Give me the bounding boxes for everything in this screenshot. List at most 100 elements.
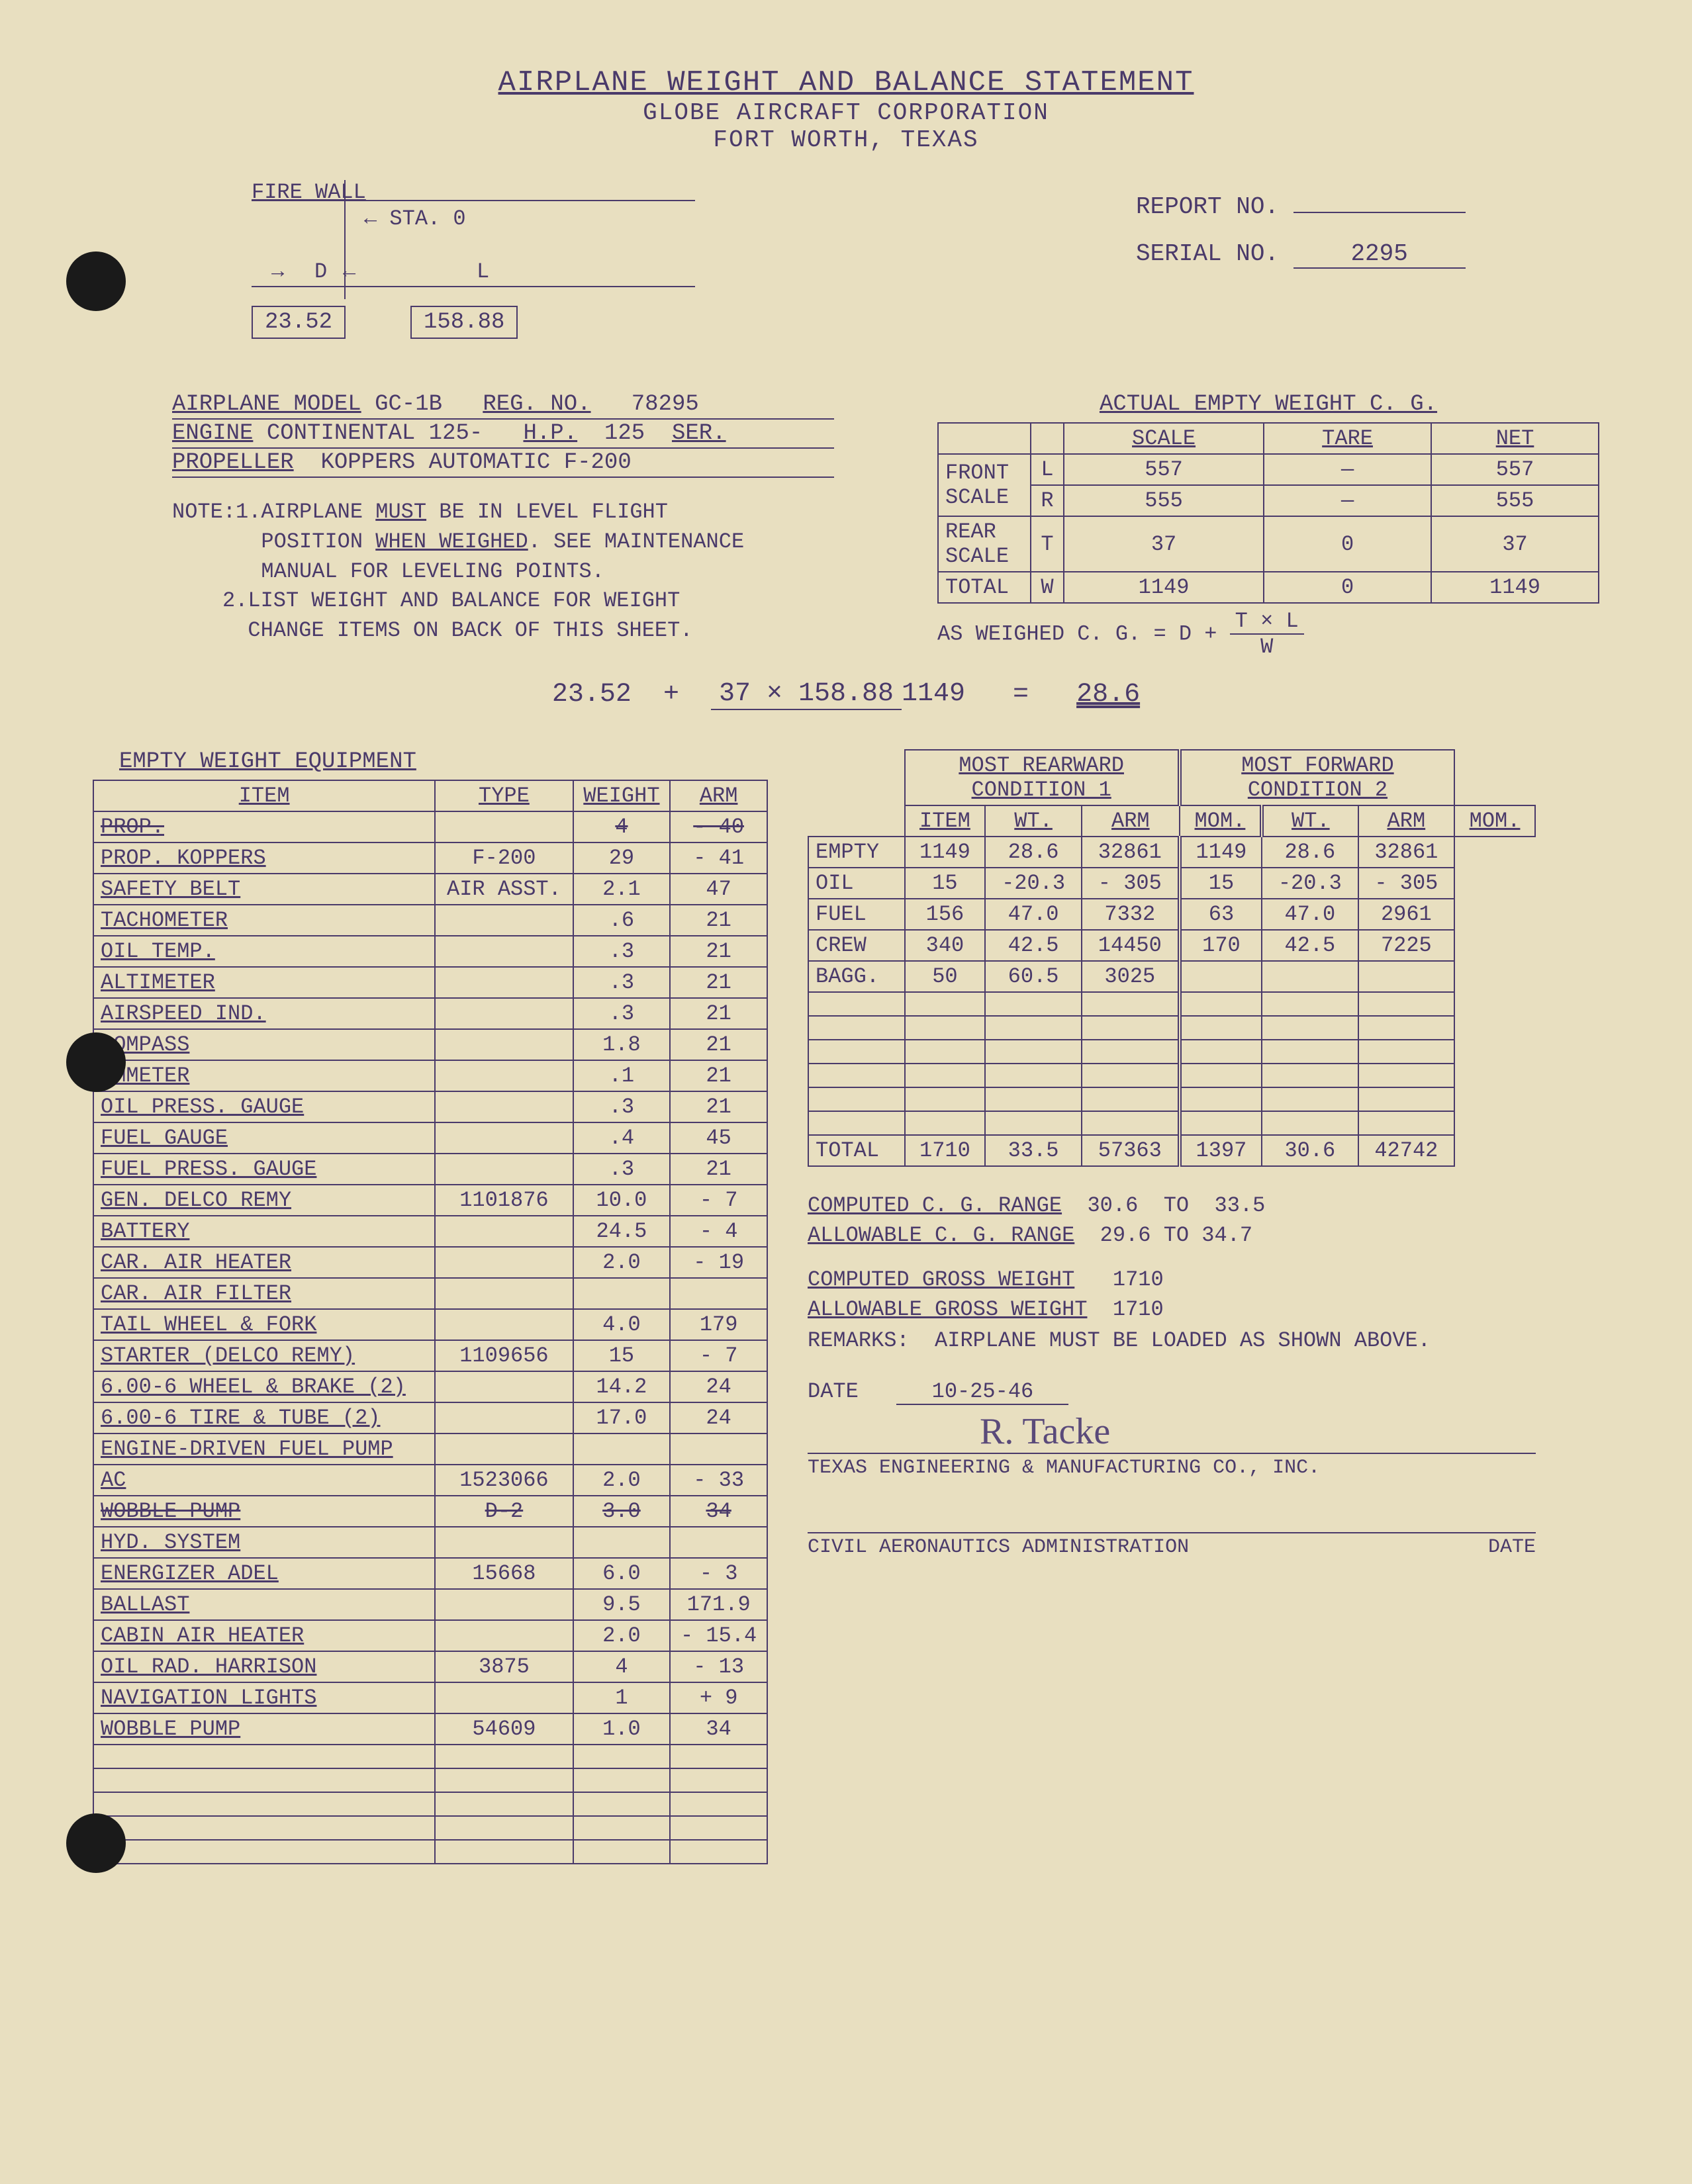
equipment-cell: ENGINE-DRIVEN FUEL PUMP (93, 1433, 435, 1465)
equipment-cell (670, 1840, 767, 1864)
equipment-row: BATTERY24.5- 4 (93, 1216, 767, 1247)
condition-cell (1082, 1111, 1180, 1135)
equipment-cell (435, 1433, 573, 1465)
equipment-row: WOBBLE PUMPD-23.034 (93, 1496, 767, 1527)
equipment-cell: STARTER (DELCO REMY) (93, 1340, 435, 1371)
condition-cell (985, 992, 1082, 1016)
condition-cell (1358, 961, 1455, 992)
equipment-cell: PROP. (93, 811, 435, 842)
condition-cell: 170 (1180, 930, 1262, 961)
equipment-cell: .3 (573, 936, 671, 967)
condition-table: MOST REARWARDCONDITION 1 MOST FORWARDCON… (808, 749, 1536, 1167)
equipment-cell: 34 (670, 1713, 767, 1745)
condition-cell: EMPTY (808, 837, 905, 868)
condition-cell: 7225 (1358, 930, 1455, 961)
condition-cell (1262, 1016, 1358, 1040)
cond-head1: MOST REARWARD (959, 753, 1124, 778)
weight-table: SCALE TARE NET FRONTSCALE L 557 — 557 R … (937, 422, 1599, 604)
equipment-cell: 10.0 (573, 1185, 671, 1216)
equipment-cell (435, 1840, 573, 1864)
equipment-cell: AIR ASST. (435, 874, 573, 905)
condition-cell (905, 1016, 986, 1040)
equipment-cell: + 9 (670, 1682, 767, 1713)
equipment-cell: 45 (670, 1122, 767, 1154)
condition-cell: 340 (905, 930, 986, 961)
equipment-table: ITEM TYPE WEIGHT ARM PROP.4- 40PROP. KOP… (93, 780, 768, 1864)
equipment-cell: 179 (670, 1309, 767, 1340)
condition-cell (1082, 992, 1180, 1016)
equipment-cell: 15 (573, 1340, 671, 1371)
date: 10-25-46 (896, 1379, 1068, 1405)
condition-cell (985, 1040, 1082, 1064)
equipment-cell (573, 1745, 671, 1768)
equipment-cell: 4 (573, 811, 671, 842)
d-label: D (314, 259, 327, 284)
equipment-cell (435, 1371, 573, 1402)
equipment-cell (573, 1792, 671, 1816)
equipment-cell: - 15.4 (670, 1620, 767, 1651)
equipment-row: GEN. DELCO REMY110187610.0- 7 (93, 1185, 767, 1216)
condition-cell (1262, 1040, 1358, 1064)
document-header: AIRPLANE WEIGHT AND BALANCE STATEMENT GL… (93, 66, 1599, 154)
equipment-area: EMPTY WEIGHT EQUIPMENT ITEM TYPE WEIGHT … (93, 749, 768, 1864)
equipment-row: ENERGIZER ADEL156686.0- 3 (93, 1558, 767, 1589)
col-scale: SCALE (1064, 423, 1264, 454)
equipment-cell (573, 1840, 671, 1864)
condition-cell (905, 1064, 986, 1087)
sta-label: STA. 0 (389, 206, 465, 231)
eq-col: ITEM (93, 780, 435, 811)
condition-cell: 47.0 (1262, 899, 1358, 930)
condition-cell (1262, 1064, 1358, 1087)
equipment-cell (435, 1091, 573, 1122)
equipment-cell: ALTIMETER (93, 967, 435, 998)
equipment-cell: OIL TEMP. (93, 936, 435, 967)
condition-cell (808, 1087, 905, 1111)
condition-cell (1358, 1040, 1455, 1064)
equipment-cell: 2.0 (573, 1247, 671, 1278)
report-no (1293, 212, 1466, 213)
condition-cell: 50 (905, 961, 986, 992)
equipment-cell (435, 1060, 573, 1091)
condition-cell (1358, 1016, 1455, 1040)
equipment-cell (670, 1278, 767, 1309)
prop-label: PROPELLER (172, 450, 294, 475)
condition-cell: -20.3 (1262, 868, 1358, 899)
sig-company: TEXAS ENGINEERING & MANUFACTURING CO., I… (808, 1453, 1536, 1479)
condition-cell (905, 992, 986, 1016)
condition-cell (1358, 1064, 1455, 1087)
condition-cell: 14450 (1082, 930, 1180, 961)
equipment-row (93, 1768, 767, 1792)
col-tare: TARE (1264, 423, 1431, 454)
condition-area: MOST REARWARDCONDITION 1 MOST FORWARDCON… (808, 749, 1536, 1864)
equipment-cell (93, 1792, 435, 1816)
condition-cell: 156 (905, 899, 986, 930)
condition-row (808, 1111, 1535, 1135)
note-2-num: 2. (222, 586, 248, 646)
condition-cell: 15 (1180, 868, 1262, 899)
condition-cell: 28.6 (985, 837, 1082, 868)
equipment-cell: - 19 (670, 1247, 767, 1278)
equipment-cell: 4.0 (573, 1309, 671, 1340)
engine: CONTINENTAL 125- (267, 421, 483, 446)
equipment-cell: 171.9 (670, 1589, 767, 1620)
equipment-row: TAIL WHEEL & FORK4.0179 (93, 1309, 767, 1340)
punch-hole (66, 251, 126, 311)
d-value: 23.52 (252, 306, 346, 339)
condition-cell: BAGG. (808, 961, 905, 992)
equipment-row: 6.00-6 TIRE & TUBE (2)17.024 (93, 1402, 767, 1433)
equipment-cell: NAVIGATION LIGHTS (93, 1682, 435, 1713)
equipment-row: SAFETY BELTAIR ASST.2.147 (93, 874, 767, 905)
equipment-cell: FUEL GAUGE (93, 1122, 435, 1154)
equipment-cell: GEN. DELCO REMY (93, 1185, 435, 1216)
equipment-cell: 17.0 (573, 1402, 671, 1433)
equipment-cell (573, 1816, 671, 1840)
equipment-row: COMPASS1.821 (93, 1029, 767, 1060)
equipment-row: AC15230662.0- 33 (93, 1465, 767, 1496)
equipment-cell (435, 1122, 573, 1154)
wr: L (1031, 454, 1064, 485)
equipment-row (93, 1792, 767, 1816)
comp-cg-to: 33.5 (1215, 1193, 1266, 1218)
wr: R (1031, 485, 1064, 516)
allow-gw-label: ALLOWABLE GROSS WEIGHT (808, 1297, 1087, 1322)
col-net: NET (1431, 423, 1599, 454)
